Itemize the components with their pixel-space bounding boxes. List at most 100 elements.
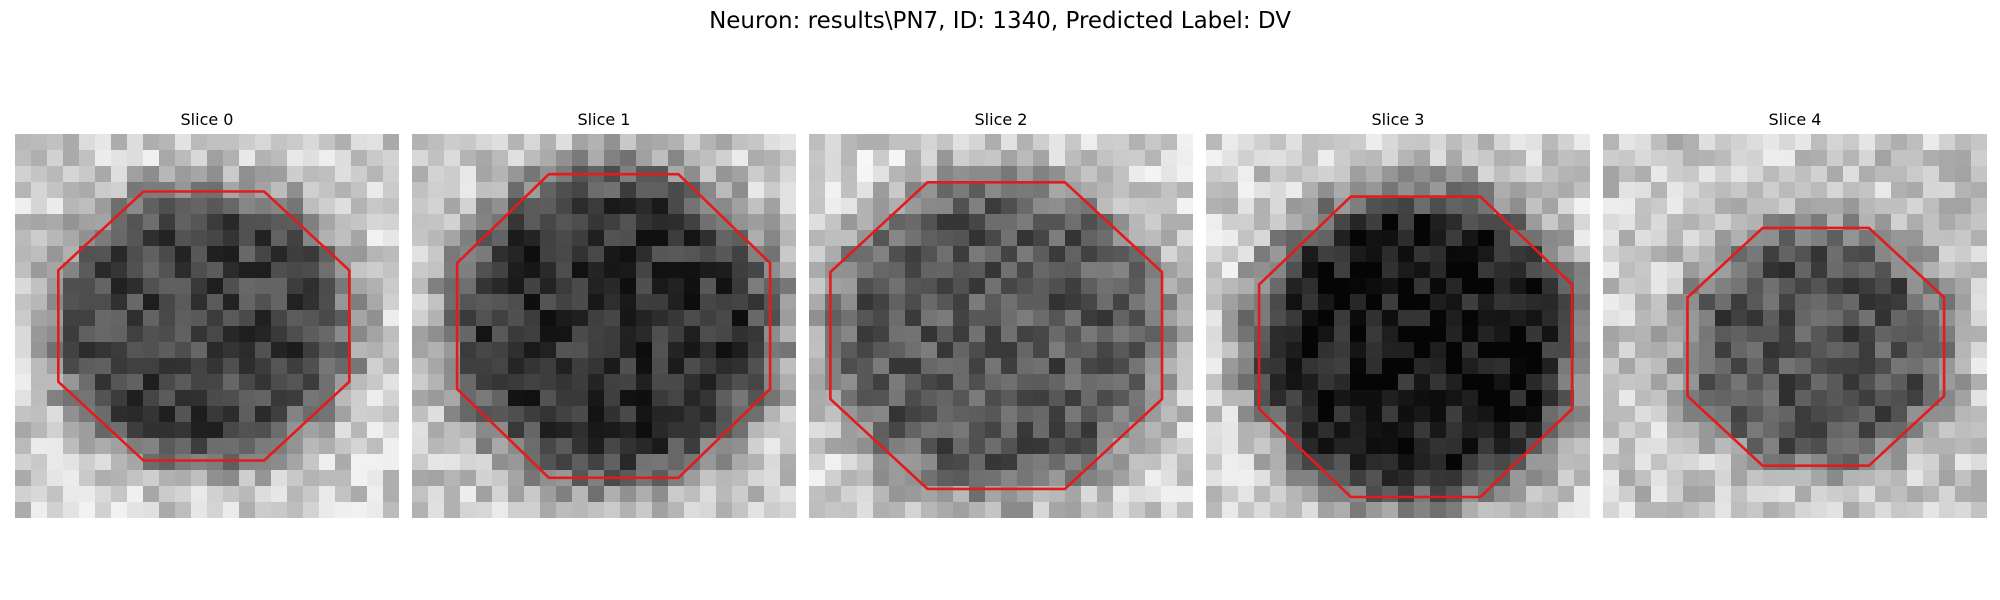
image-pixel [1001,470,1018,487]
image-pixel [1065,406,1082,423]
image-pixel [1334,390,1351,407]
image-pixel [1065,294,1082,311]
image-pixel [732,230,749,247]
image-pixel [1923,134,1940,151]
image-pixel [1382,454,1399,471]
image-pixel [1955,406,1972,423]
image-pixel [111,182,128,199]
image-pixel [1286,486,1303,503]
image-pixel [825,454,842,471]
image-pixel [652,502,669,518]
image-pixel [111,214,128,231]
image-pixel [492,470,509,487]
image-pixel [335,326,352,343]
image-pixel [1318,406,1335,423]
image-pixel [1558,358,1575,375]
image-pixel [1017,150,1034,167]
image-pixel [1177,182,1193,199]
image-pixel [319,406,336,423]
image-pixel [668,262,685,279]
image-pixel [223,294,240,311]
image-pixel [492,278,509,295]
image-pixel [351,150,368,167]
image-pixel [383,166,399,183]
image-pixel [1763,214,1780,231]
image-pixel [1827,166,1844,183]
image-pixel [444,438,461,455]
image-pixel [1731,230,1748,247]
image-pixel [1715,310,1732,327]
image-pixel [111,422,128,439]
image-pixel [764,390,781,407]
image-pixel [1302,358,1319,375]
image-pixel [351,198,368,215]
image-pixel [367,230,384,247]
image-pixel [1049,150,1066,167]
image-pixel [985,422,1002,439]
image-pixel [1382,326,1399,343]
image-pixel [1891,278,1908,295]
image-pixel [1097,390,1114,407]
image-pixel [31,390,48,407]
image-pixel [319,438,336,455]
image-pixel [207,294,224,311]
image-pixel [287,134,304,151]
image-pixel [620,246,637,263]
image-pixel [207,278,224,295]
image-pixel [1843,182,1860,199]
image-pixel [764,486,781,503]
image-pixel [684,342,701,359]
image-pixel [652,230,669,247]
image-pixel [1779,438,1796,455]
image-pixel [1667,422,1684,439]
image-pixel [1811,278,1828,295]
image-pixel [1811,246,1828,263]
image-pixel [1859,422,1876,439]
image-pixel [1891,374,1908,391]
image-pixel [79,502,96,518]
image-pixel [588,246,605,263]
image-pixel [1318,198,1335,215]
image-pixel [1795,134,1812,151]
image-pixel [1494,454,1511,471]
image-pixel [1129,358,1146,375]
image-pixel [732,358,749,375]
image-pixel [143,422,160,439]
image-pixel [1222,406,1239,423]
image-pixel [1302,150,1319,167]
image-pixel [1526,486,1543,503]
image-pixel [1715,278,1732,295]
image-pixel [825,214,842,231]
image-pixel [572,198,589,215]
image-pixel [1462,182,1479,199]
image-pixel [1177,422,1193,439]
image-pixel [748,262,765,279]
image-pixel [937,406,954,423]
image-pixel [351,326,368,343]
image-pixel [953,310,970,327]
image-pixel [1129,150,1146,167]
image-pixel [873,166,890,183]
image-pixel [1494,422,1511,439]
image-pixel [1747,230,1764,247]
image-pixel [1161,422,1178,439]
image-pixel [412,310,429,327]
image-pixel [111,326,128,343]
image-pixel [79,214,96,231]
image-pixel [969,422,986,439]
image-pixel [937,262,954,279]
image-pixel [604,182,621,199]
image-pixel [652,422,669,439]
image-pixel [652,358,669,375]
image-pixel [764,326,781,343]
image-pixel [47,358,64,375]
image-pixel [1875,150,1892,167]
image-pixel [1747,438,1764,455]
image-pixel [1398,150,1415,167]
image-pixel [1097,374,1114,391]
image-pixel [1667,326,1684,343]
image-pixel [620,454,637,471]
image-pixel [1286,454,1303,471]
image-pixel [921,230,938,247]
image-pixel [684,438,701,455]
